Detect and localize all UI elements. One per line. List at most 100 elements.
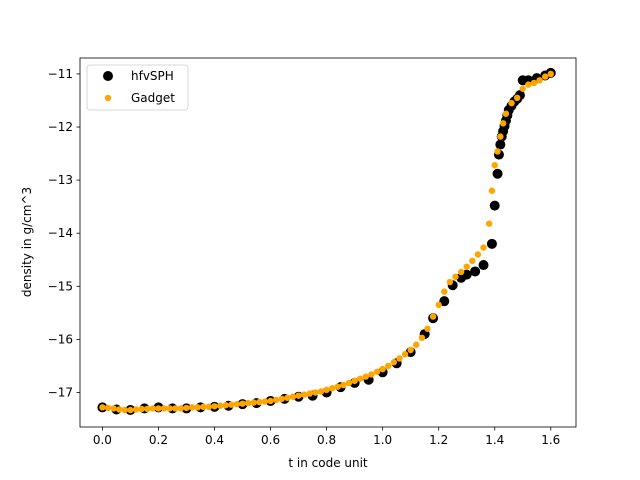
- data-point-gadget: [295, 392, 302, 399]
- data-point-gadget: [200, 403, 207, 411]
- data-point-gadget: [127, 406, 134, 414]
- x-axis-ticks: 0.0 0.2 0.4 0.6 0.8 1.0 1.2 1.4 1.6: [93, 427, 560, 447]
- data-point-gadget: [452, 273, 459, 280]
- data-point-gadget: [457, 268, 465, 276]
- data-point-gadget: [166, 405, 173, 412]
- data-point-gadget: [289, 393, 297, 400]
- x-tick-label: 1.2: [429, 433, 448, 447]
- data-point-gadget: [424, 325, 431, 332]
- data-point-gadget: [306, 390, 313, 397]
- y-axis-label: density in g/cm^3: [20, 187, 34, 297]
- data-point-gadget: [329, 385, 336, 392]
- data-point-gadget: [155, 405, 162, 412]
- x-tick-label: 0.0: [93, 433, 112, 447]
- y-tick-label: −13: [48, 173, 73, 187]
- data-point-gadget: [183, 404, 190, 412]
- data-point-gadget: [160, 405, 168, 412]
- data-point-gadget: [469, 257, 476, 265]
- data-point-gadget: [239, 400, 246, 407]
- x-tick-label: 0.8: [317, 433, 336, 447]
- x-tick-label: 1.4: [485, 433, 504, 447]
- data-point-hfvsph: [495, 139, 506, 150]
- data-point-gadget: [413, 341, 420, 348]
- data-point-gadget: [513, 94, 521, 102]
- data-point-gadget: [480, 244, 487, 251]
- data-point-gadget: [284, 394, 291, 401]
- data-point-gadget: [104, 404, 112, 412]
- y-tick-label: −14: [48, 226, 73, 240]
- data-point-gadget: [491, 162, 498, 169]
- data-point-gadget: [138, 405, 145, 413]
- x-tick-label: 1.0: [373, 433, 392, 447]
- data-point-gadget: [228, 401, 235, 408]
- y-axis-ticks: −17 −16 −15 −14 −13 −12 −11: [48, 67, 80, 399]
- data-point-gadget: [463, 263, 470, 270]
- data-point-gadget: [379, 365, 386, 373]
- data-point-gadget: [244, 399, 252, 407]
- data-point-gadget: [300, 391, 308, 398]
- data-point-gadget: [485, 220, 493, 227]
- data-point-hfvsph: [470, 266, 481, 277]
- data-point-gadget: [323, 386, 330, 394]
- data-point-gadget: [368, 371, 375, 378]
- data-point-gadget: [390, 359, 398, 366]
- data-point-gadget: [474, 251, 482, 258]
- data-point-gadget: [233, 400, 241, 408]
- data-point-gadget: [116, 406, 123, 413]
- data-point-gadget: [497, 133, 504, 140]
- data-point-gadget: [435, 301, 442, 309]
- data-point-gadget: [317, 388, 325, 395]
- x-tick-label: 1.6: [541, 433, 560, 447]
- legend: hfvSPH Gadget: [86, 64, 189, 111]
- data-point-gadget: [502, 110, 510, 117]
- data-point-gadget: [110, 405, 117, 412]
- legend-marker-hfvSPH: [103, 71, 113, 81]
- data-point-gadget: [345, 379, 353, 387]
- legend-marker-Gadget: [104, 94, 112, 102]
- data-point-gadget: [407, 346, 414, 354]
- y-tick-label: −12: [48, 120, 73, 134]
- y-tick-label: −15: [48, 279, 73, 293]
- data-point-gadget: [99, 404, 106, 411]
- data-point-gadget: [188, 404, 196, 411]
- data-point-gadget: [519, 85, 526, 92]
- data-point-gadget: [272, 396, 280, 404]
- x-tick-label: 0.6: [261, 433, 280, 447]
- data-point-gadget: [541, 73, 549, 80]
- data-point-gadget: [530, 79, 538, 87]
- data-point-gadget: [194, 404, 201, 411]
- data-point-gadget: [494, 148, 501, 155]
- x-axis-label: t in code unit: [288, 456, 368, 470]
- data-point-gadget: [267, 397, 274, 405]
- data-point-gadget: [278, 395, 285, 403]
- x-tick-label: 0.2: [149, 433, 168, 447]
- y-tick-label: −17: [48, 385, 73, 399]
- plot-frame: [79, 57, 577, 428]
- data-point-gadget: [357, 375, 364, 382]
- data-point-gadget: [418, 334, 426, 341]
- data-point-gadget: [351, 377, 358, 385]
- data-point-gadget: [144, 405, 151, 413]
- data-point-gadget: [312, 389, 319, 396]
- data-point-gadget: [499, 120, 507, 127]
- data-point-gadget: [216, 402, 224, 409]
- y-tick-label: −11: [48, 67, 73, 81]
- data-point-gadget: [205, 403, 213, 411]
- data-point-gadget: [401, 351, 409, 358]
- legend-label-Gadget: Gadget: [131, 91, 175, 105]
- data-point-gadget: [441, 288, 448, 295]
- data-point-gadget: [508, 99, 515, 107]
- x-tick-label: 0.4: [205, 433, 224, 447]
- data-points: [97, 67, 556, 416]
- data-point-gadget: [149, 405, 157, 412]
- data-point-gadget: [211, 403, 218, 410]
- y-tick-label: −16: [48, 332, 73, 346]
- data-point-gadget: [121, 406, 129, 414]
- data-point-gadget: [172, 405, 179, 412]
- data-point-gadget: [429, 313, 437, 320]
- data-point-gadget: [525, 81, 532, 88]
- data-point-hfvsph: [439, 296, 450, 307]
- data-point-gadget: [334, 383, 342, 390]
- data-point-gadget: [373, 368, 381, 375]
